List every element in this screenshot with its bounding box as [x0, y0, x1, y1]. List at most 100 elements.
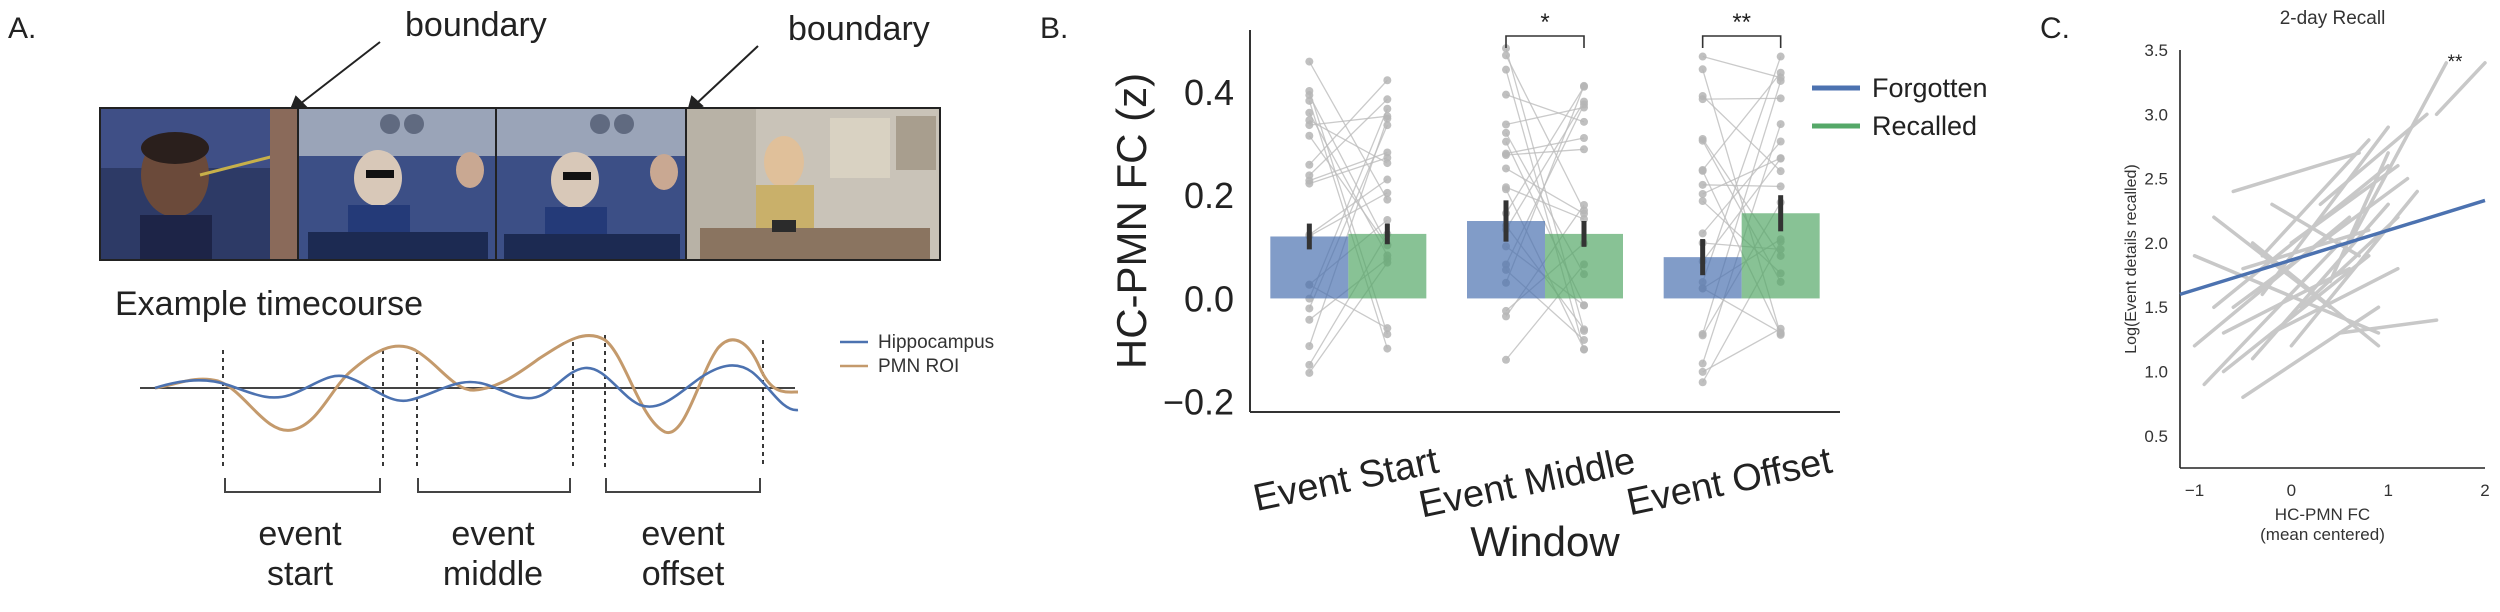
subject-dot: [1383, 148, 1392, 157]
subject-dot: [1580, 134, 1588, 143]
subject-line: [2289, 164, 2400, 245]
subject-line: [1505, 94, 1585, 123]
subject-dot: [1305, 360, 1314, 369]
y-tick-label: 0.4: [1184, 72, 1234, 113]
subject-dot: [1698, 52, 1707, 61]
subject-dot: [1502, 355, 1510, 364]
subject-line: [2328, 151, 2390, 284]
x-axis-label-line2: (mean centered): [2260, 525, 2385, 544]
subject-line: [2260, 125, 2390, 297]
x-axis-label: Window: [1470, 518, 1620, 565]
subject-line: [2241, 305, 2381, 400]
subject-dot: [1305, 342, 1314, 351]
subject-dot: [1383, 95, 1392, 104]
subject-dot: [1383, 216, 1392, 225]
subject-line: [1309, 151, 1388, 182]
subject-line: [1505, 55, 1585, 211]
subject-line: [1505, 137, 1585, 155]
subject-line: [2270, 266, 2400, 335]
subject-dot: [1580, 335, 1588, 344]
x-tick-label: Event Middle: [1415, 440, 1639, 527]
subject-dot: [1502, 164, 1510, 173]
subject-dot: [1776, 167, 1785, 176]
window-label-middle-1: event: [451, 515, 535, 553]
subject-line: [1702, 95, 1782, 172]
subject-line: [1505, 101, 1585, 230]
video-frame-3: [496, 108, 686, 260]
window-label-middle-2: middle: [443, 555, 543, 593]
window-label-start-2: start: [267, 555, 334, 593]
subject-dot: [1305, 131, 1314, 140]
y-tick-label: 0.2: [1184, 175, 1234, 216]
group-regression-line: [2179, 198, 2486, 297]
subject-dot: [1305, 160, 1314, 169]
subject-dot: [1776, 68, 1785, 77]
subject-dot: [1502, 128, 1510, 137]
subject-line: [1308, 98, 1388, 176]
x-tick-label: 2: [2480, 481, 2489, 500]
boundary-arrow-1: [299, 41, 381, 105]
subject-dot: [1502, 120, 1510, 129]
bar-chart: −0.20.00.20.4HC-PMN FC (z)Event StartEve…: [1108, 9, 1988, 565]
subject-dot: [1580, 326, 1588, 335]
window-label-offset-2: offset: [642, 555, 725, 593]
subject-line: [1308, 135, 1388, 246]
subject-line: [1702, 157, 1781, 195]
significance-marker: **: [1732, 9, 1751, 36]
bracket-event-middle: [417, 478, 571, 493]
subject-line: [2338, 318, 2439, 335]
window-brackets: [224, 478, 761, 493]
subject-dot: [1580, 345, 1588, 354]
subject-dot: [1580, 97, 1588, 106]
subject-dot: [1580, 301, 1588, 310]
legend-label-pmn: PMN ROI: [878, 356, 959, 377]
subject-dot: [1383, 330, 1392, 339]
subject-line: [1505, 186, 1585, 220]
subject-line: [2434, 61, 2487, 117]
subject-line: [1702, 328, 1781, 373]
y-tick-label: 3.0: [2144, 105, 2168, 124]
boundary-arrow-2: [695, 45, 759, 105]
line-chart: 2-day Recall 0.5 1.0 1.5 2.0 2.5 3.0 3.5 −1 0 1 2 Lo…: [2123, 8, 2490, 544]
subject-dot: [1580, 82, 1588, 91]
subject-dot: [1776, 76, 1785, 85]
subject-line: [2241, 228, 2371, 271]
subject-line: [2221, 254, 2371, 374]
bracket-event-offset: [605, 478, 761, 493]
subject-dot: [1698, 229, 1707, 238]
timecourse-legend: Hippocampus PMN ROI: [840, 332, 994, 377]
subject-dot: [1502, 183, 1510, 192]
y-axis-label: HC-PMN FC (z): [1108, 73, 1155, 369]
subject-dot: [1305, 304, 1314, 313]
subject-dot: [1698, 197, 1707, 206]
significance-bracket: [1701, 35, 1782, 48]
subject-dot: [1698, 329, 1707, 338]
y-tick-label: 2.5: [2144, 170, 2168, 189]
subject-line: [1309, 115, 1388, 126]
subject-dot: [1305, 91, 1314, 100]
panel-c-letter: C.: [2040, 12, 2070, 45]
subject-dot: [1383, 159, 1392, 168]
subject-dot: [1776, 52, 1785, 61]
subject-line: [1308, 178, 1388, 236]
subject-line: [2202, 241, 2342, 387]
subject-dot: [1305, 108, 1314, 117]
legend-label-hippocampus: Hippocampus: [878, 332, 994, 353]
x-axis-label: HC-PMN FC: [2275, 505, 2370, 524]
legend-label-recalled: Recalled: [1872, 111, 1977, 141]
subject-line: [1308, 79, 1388, 166]
subject-dot: [1580, 145, 1588, 154]
subject-line: [1505, 106, 1585, 126]
subject-line: [1702, 72, 1782, 171]
subject-dot: [1502, 65, 1510, 74]
subject-dot: [1698, 189, 1707, 198]
timecourse-plot: event start event middle event offset: [140, 334, 799, 593]
subject-line: [2260, 138, 2371, 258]
panel-c: C. 2-day Recall 0.5 1.0 1.5 2.0 2.5 3.0 3.5 −1 0 1…: [2040, 8, 2490, 544]
subject-line: [1308, 100, 1388, 349]
subject-dot: [1698, 134, 1707, 143]
subject-dot: [1305, 368, 1314, 377]
subject-dot: [1698, 367, 1707, 376]
x-tick-label: 1: [2383, 481, 2392, 500]
